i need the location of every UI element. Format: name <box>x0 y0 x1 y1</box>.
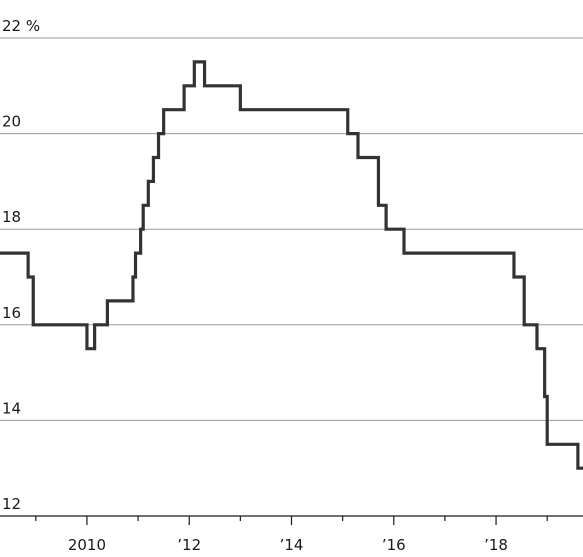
y-tick-label: 16 <box>2 304 21 322</box>
y-tick-label: 22 % <box>2 17 40 35</box>
y-tick-label: 14 <box>2 399 21 417</box>
x-tick-label: ’14 <box>280 536 304 554</box>
y-tick-label: 12 <box>2 495 21 513</box>
series-line <box>0 60 583 470</box>
x-tick-labels: 2010 ’12 ’14 ’16 ’18 <box>68 536 508 554</box>
y-tick-label: 18 <box>2 208 21 226</box>
x-tick-label: 2010 <box>68 536 106 554</box>
x-tick-label: ’18 <box>484 536 508 554</box>
x-tick-label: ’12 <box>177 536 201 554</box>
y-tick-labels: 12 14 16 18 20 22 % <box>2 17 40 513</box>
y-tick-label: 20 <box>2 113 21 131</box>
y-gridlines <box>0 37 583 421</box>
x-ticks <box>35 516 548 525</box>
x-tick-label: ’16 <box>382 536 406 554</box>
